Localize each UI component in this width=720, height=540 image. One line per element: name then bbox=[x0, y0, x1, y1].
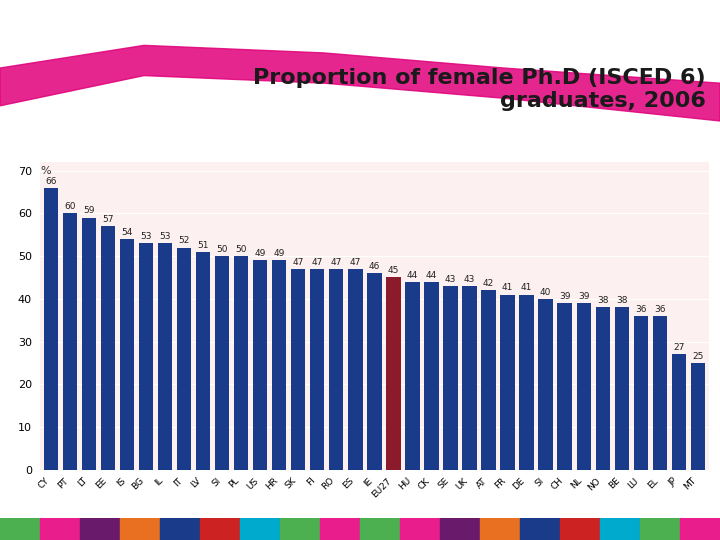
Bar bbox=[387, 278, 400, 470]
Bar bbox=[310, 269, 325, 470]
Text: 52: 52 bbox=[179, 237, 190, 245]
Bar bbox=[158, 243, 172, 470]
Bar bbox=[360, 518, 400, 540]
Bar bbox=[519, 294, 534, 470]
Text: 39: 39 bbox=[578, 292, 590, 301]
Bar bbox=[444, 286, 458, 470]
Text: 49: 49 bbox=[274, 249, 285, 258]
Text: 51: 51 bbox=[197, 241, 209, 249]
Bar bbox=[600, 518, 640, 540]
Bar bbox=[0, 518, 40, 540]
Text: 54: 54 bbox=[122, 228, 132, 237]
Bar bbox=[367, 273, 382, 470]
Text: 47: 47 bbox=[292, 258, 304, 267]
Text: 53: 53 bbox=[140, 232, 152, 241]
Bar bbox=[44, 187, 58, 470]
Bar bbox=[500, 294, 515, 470]
Bar bbox=[400, 518, 440, 540]
Bar bbox=[120, 518, 160, 540]
Bar bbox=[680, 518, 720, 540]
Bar bbox=[462, 286, 477, 470]
Bar bbox=[539, 299, 553, 470]
Text: 53: 53 bbox=[159, 232, 171, 241]
Bar bbox=[672, 354, 686, 470]
Text: 43: 43 bbox=[464, 275, 475, 284]
Bar bbox=[280, 518, 320, 540]
Bar bbox=[63, 213, 77, 470]
Text: 59: 59 bbox=[84, 206, 95, 215]
Bar bbox=[272, 260, 287, 470]
Bar bbox=[101, 226, 115, 470]
Text: 50: 50 bbox=[217, 245, 228, 254]
Bar bbox=[320, 518, 360, 540]
Text: 41: 41 bbox=[502, 284, 513, 292]
Bar bbox=[160, 518, 200, 540]
Bar bbox=[577, 303, 591, 470]
Polygon shape bbox=[0, 45, 720, 121]
Text: 38: 38 bbox=[597, 296, 608, 305]
Text: 45: 45 bbox=[388, 266, 399, 275]
Bar bbox=[560, 518, 600, 540]
Bar bbox=[440, 518, 480, 540]
Bar bbox=[291, 269, 305, 470]
Bar bbox=[520, 518, 560, 540]
Bar bbox=[405, 282, 420, 470]
Bar bbox=[329, 269, 343, 470]
Bar bbox=[139, 243, 153, 470]
Bar bbox=[690, 363, 705, 470]
Bar bbox=[595, 307, 610, 470]
Bar bbox=[253, 260, 267, 470]
Bar bbox=[424, 282, 438, 470]
Text: 41: 41 bbox=[521, 284, 532, 292]
Bar bbox=[480, 518, 520, 540]
Text: 44: 44 bbox=[426, 271, 437, 280]
Text: 36: 36 bbox=[654, 305, 665, 314]
Bar bbox=[557, 303, 572, 470]
Bar bbox=[240, 518, 280, 540]
Text: 57: 57 bbox=[102, 215, 114, 224]
Bar bbox=[82, 218, 96, 470]
Text: 50: 50 bbox=[235, 245, 247, 254]
Text: 60: 60 bbox=[64, 202, 76, 211]
Bar bbox=[652, 316, 667, 470]
Text: 47: 47 bbox=[350, 258, 361, 267]
Text: 39: 39 bbox=[559, 292, 570, 301]
Bar bbox=[200, 518, 240, 540]
Bar bbox=[615, 307, 629, 470]
Bar bbox=[234, 256, 248, 470]
Bar bbox=[634, 316, 648, 470]
Bar bbox=[348, 269, 362, 470]
Text: %: % bbox=[40, 166, 51, 176]
Text: 25: 25 bbox=[692, 352, 703, 361]
Bar bbox=[120, 239, 134, 470]
Bar bbox=[482, 291, 495, 470]
Text: 47: 47 bbox=[330, 258, 342, 267]
Text: 47: 47 bbox=[312, 258, 323, 267]
Bar bbox=[215, 256, 230, 470]
Text: 49: 49 bbox=[255, 249, 266, 258]
Bar bbox=[80, 518, 120, 540]
Bar bbox=[640, 518, 680, 540]
Bar bbox=[40, 518, 80, 540]
Text: 44: 44 bbox=[407, 271, 418, 280]
Text: 38: 38 bbox=[616, 296, 627, 305]
Bar bbox=[196, 252, 210, 470]
Text: 42: 42 bbox=[483, 279, 494, 288]
Text: 43: 43 bbox=[445, 275, 456, 284]
Text: 40: 40 bbox=[540, 288, 552, 296]
Text: 46: 46 bbox=[369, 262, 380, 271]
Text: 36: 36 bbox=[635, 305, 647, 314]
Text: 66: 66 bbox=[45, 177, 57, 186]
Text: Proportion of female Ph.D (ISCED 6)
graduates, 2006: Proportion of female Ph.D (ISCED 6) grad… bbox=[253, 68, 706, 111]
Bar bbox=[177, 247, 192, 470]
Text: 27: 27 bbox=[673, 343, 685, 352]
